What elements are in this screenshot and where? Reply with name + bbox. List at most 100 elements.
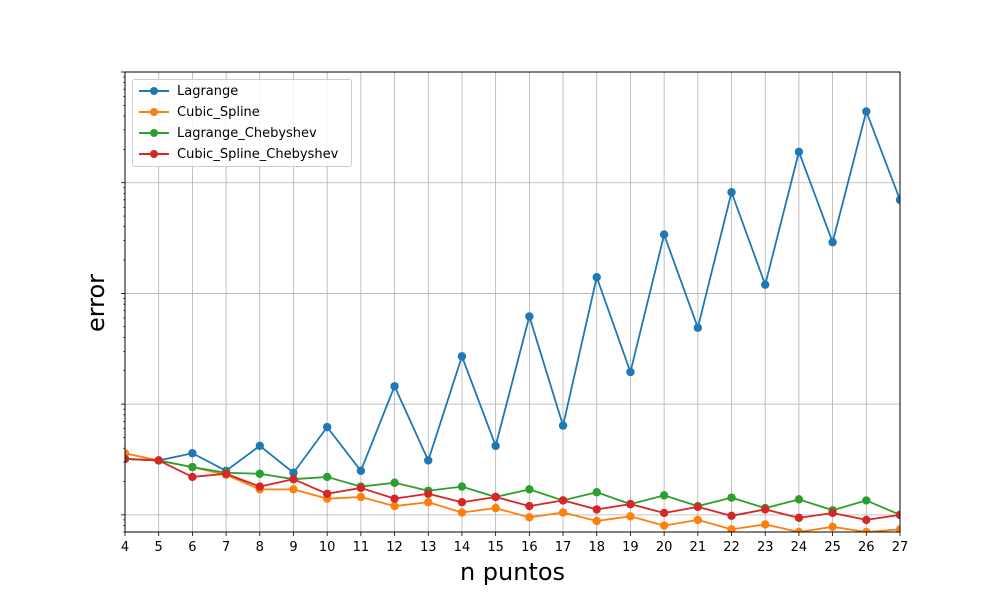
data-point-cubic-spline-chebyshev <box>828 508 837 518</box>
data-point-cubic-spline <box>390 501 399 511</box>
x-tick-label: 26 <box>858 540 875 555</box>
data-point-cubic-spline-chebyshev <box>255 482 264 491</box>
x-tick-label: 9 <box>289 540 297 555</box>
data-point-lagrange <box>862 107 871 116</box>
data-point-lagrange-chebyshev <box>322 472 332 482</box>
data-point-lagrange <box>828 238 837 247</box>
data-point-cubic-spline <box>558 508 568 517</box>
axes-frame <box>124 71 901 533</box>
data-point-cubic-spline-chebyshev <box>457 498 467 507</box>
x-tick-label: 23 <box>757 540 774 555</box>
x-tick-label: 20 <box>656 540 673 555</box>
data-point-cubic-spline <box>626 512 635 521</box>
data-point-cubic-spline <box>659 521 669 530</box>
data-point-lagrange-chebyshev <box>188 462 197 472</box>
legend: Lagrange Cubic_Spline Lagrange_Chebyshev… <box>132 79 352 167</box>
legend-item-lagrange: Lagrange <box>139 81 238 101</box>
data-point-cubic-spline-chebyshev <box>491 492 500 502</box>
data-point-lagrange <box>558 421 568 430</box>
data-point-cubic-spline-chebyshev <box>188 472 197 482</box>
x-tick-label: 19 <box>622 540 639 555</box>
data-point-lagrange-chebyshev <box>659 491 669 500</box>
data-point-lagrange-chebyshev <box>255 469 264 478</box>
data-point-cubic-spline <box>525 513 534 522</box>
x-tick-label: 6 <box>188 540 196 555</box>
x-tick-label: 12 <box>386 540 403 555</box>
x-tick-label: 4 <box>121 540 129 555</box>
data-point-cubic-spline <box>727 525 736 532</box>
data-point-cubic-spline-chebyshev <box>794 513 804 523</box>
data-point-cubic-spline-chebyshev <box>727 511 736 521</box>
data-point-lagrange-chebyshev <box>592 488 601 497</box>
legend-swatch-lagrange-chebyshev <box>139 123 169 143</box>
data-point-cubic-spline <box>862 527 871 532</box>
tick-layer: 4 5 6 7 8 9 10 11 12 13 14 15 16 17 18 19 20 21 22 23 24 25 26… <box>121 71 909 555</box>
data-point-lagrange <box>356 466 366 475</box>
x-tick-label: 14 <box>454 540 471 555</box>
legend-swatch-cubic-spline-chebyshev <box>139 144 169 164</box>
data-point-lagrange-chebyshev <box>525 485 534 494</box>
legend-marker-lagrange-chebyshev <box>150 129 158 137</box>
data-point-cubic-spline <box>356 492 366 502</box>
series-line-lagrange-chebyshev <box>125 458 900 516</box>
x-axis-label: n puntos <box>459 558 566 586</box>
data-point-lagrange <box>255 441 264 451</box>
data-point-lagrange <box>659 230 669 239</box>
data-point-lagrange <box>761 280 770 289</box>
x-tick-label: 8 <box>256 540 264 555</box>
data-point-lagrange-chebyshev <box>794 495 804 504</box>
data-point-cubic-spline <box>491 503 500 513</box>
data-point-lagrange <box>322 422 332 432</box>
data-point-lagrange <box>491 441 500 451</box>
data-point-cubic-spline-chebyshev <box>154 456 163 465</box>
data-point-cubic-spline <box>592 516 601 526</box>
legend-item-cubic-spline-chebyshev: Cubic_Spline_Chebyshev <box>139 144 338 164</box>
x-tick-label: 11 <box>353 540 370 555</box>
data-point-lagrange <box>895 195 900 205</box>
x-tick-label: 25 <box>824 540 841 555</box>
x-tick-label: 21 <box>690 540 707 555</box>
legend-marker-lagrange <box>150 87 158 95</box>
series-line-cubic-spline-chebyshev <box>125 458 900 521</box>
legend-marker-cubic-spline <box>150 108 158 116</box>
y-axis-label: error <box>82 273 110 333</box>
legend-marker-cubic-spline-chebyshev <box>150 150 158 158</box>
series-layer <box>125 107 900 532</box>
data-point-lagrange <box>424 456 433 465</box>
data-point-cubic-spline <box>457 508 467 517</box>
x-tick-label: 27 <box>892 540 909 555</box>
legend-swatch-lagrange <box>139 81 169 101</box>
data-point-cubic-spline-chebyshev <box>693 502 703 512</box>
data-point-cubic-spline-chebyshev <box>322 489 332 498</box>
x-tick-label: 16 <box>521 540 538 555</box>
data-point-lagrange <box>457 352 467 361</box>
data-point-cubic-spline-chebyshev <box>895 510 900 520</box>
data-point-cubic-spline-chebyshev <box>525 501 534 511</box>
data-point-cubic-spline <box>828 522 837 531</box>
data-point-cubic-spline <box>424 498 433 507</box>
data-point-lagrange <box>289 468 298 477</box>
data-point-cubic-spline-chebyshev <box>424 489 433 498</box>
data-point-cubic-spline-chebyshev <box>558 496 568 505</box>
x-tick-label: 17 <box>555 540 572 555</box>
data-point-cubic-spline-chebyshev <box>659 508 669 518</box>
data-point-cubic-spline-chebyshev <box>289 474 298 484</box>
legend-label-lagrange: Lagrange <box>177 83 239 99</box>
data-point-lagrange-chebyshev <box>457 482 467 491</box>
data-point-cubic-spline-chebyshev <box>221 469 231 478</box>
data-point-cubic-spline <box>693 515 703 525</box>
x-tick-label: 22 <box>723 540 740 555</box>
data-point-lagrange <box>592 273 601 282</box>
data-point-lagrange <box>525 312 534 321</box>
data-point-lagrange-chebyshev <box>727 493 736 502</box>
series-line-lagrange <box>125 110 900 474</box>
legend-label-cubic-spline: Cubic_Spline <box>177 104 260 120</box>
data-point-lagrange <box>188 449 197 458</box>
data-point-cubic-spline-chebyshev <box>862 515 871 525</box>
data-point-lagrange <box>727 188 736 197</box>
data-point-lagrange <box>693 323 703 332</box>
data-point-lagrange <box>794 147 804 157</box>
legend-label-cubic-spline-chebyshev: Cubic_Spline_Chebyshev <box>177 146 339 162</box>
x-tick-label: 18 <box>588 540 605 555</box>
